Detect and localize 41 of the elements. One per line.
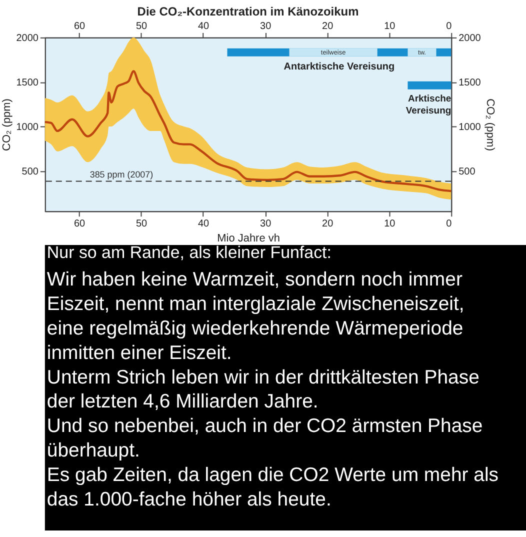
x2-tick-label: 60 (74, 218, 86, 230)
chart-title: Die CO₂-Konzentration im Känozoikum (137, 4, 359, 18)
text: eine regelmäßig wiederkehrende Wärmeperiode (46, 317, 464, 340)
text: Unterm Strich leben wir in der drittkältesten Phase (46, 366, 480, 388)
x-tick-label: 30 (260, 20, 272, 32)
y-tick-label: 1000 (16, 122, 39, 133)
y-tick-label: 2000 (16, 32, 39, 44)
text: überhaupt. (46, 440, 140, 462)
x-tick-label: 20 (322, 20, 334, 32)
x-tick-label: 0 (446, 20, 452, 32)
x-tick-label: 40 (198, 20, 210, 32)
x-tick-label: 60 (74, 20, 86, 32)
x2-tick-label: 20 (322, 218, 334, 230)
text: Und so nebenbei, auch in der CO2 ärmsten Phase (46, 415, 483, 438)
x2-tick-label: 10 (384, 218, 396, 230)
y2-tick-label: 1500 (458, 77, 482, 88)
text: Es gab Zeiten, da lagen die CO2 Werte um mehr als (46, 464, 499, 486)
text: inmitten einer Eiszeit. (46, 342, 232, 364)
text: Wir haben keine Warmzeit, sondern noch immer (46, 268, 463, 290)
x-tick-label: 10 (384, 20, 396, 32)
y-tick-label: 1500 (16, 77, 39, 88)
text: das 1.000-fache höher als heute. (46, 488, 332, 511)
x2-tick-label: 0 (446, 218, 452, 230)
y-tick-label: 500 (22, 166, 39, 178)
line-series (44, 70, 452, 192)
y-axis-title: CO₂ (ppm) (1, 98, 14, 151)
x2-tick-label: 50 (136, 218, 148, 230)
ref-line-label: 385 ppm (2007) (90, 169, 154, 180)
x2-tick-label: 30 (260, 218, 272, 230)
band-label: Antarktische Vereisung (284, 61, 395, 72)
y2-tick-label: 500 (458, 166, 476, 178)
band-label: Arktische Vereisung (406, 93, 452, 116)
text: Eiszeit, nennt man interglaziale Zwischeneiszeit, (46, 292, 464, 315)
text: Nur so am Rande, als kleiner Funfact: (46, 243, 332, 262)
x-tick-label: 50 (136, 20, 148, 32)
text: der letzten 4,6 Milliarden Jahre. (46, 390, 318, 413)
x-axis-title: Mio Jahre vh (217, 232, 280, 245)
y2-tick-label: 2000 (458, 32, 482, 44)
x2-tick-label: 40 (198, 218, 210, 230)
y2-axis-title: CO₂ (ppm) (484, 98, 496, 151)
y2-tick-label: 1000 (458, 122, 482, 133)
